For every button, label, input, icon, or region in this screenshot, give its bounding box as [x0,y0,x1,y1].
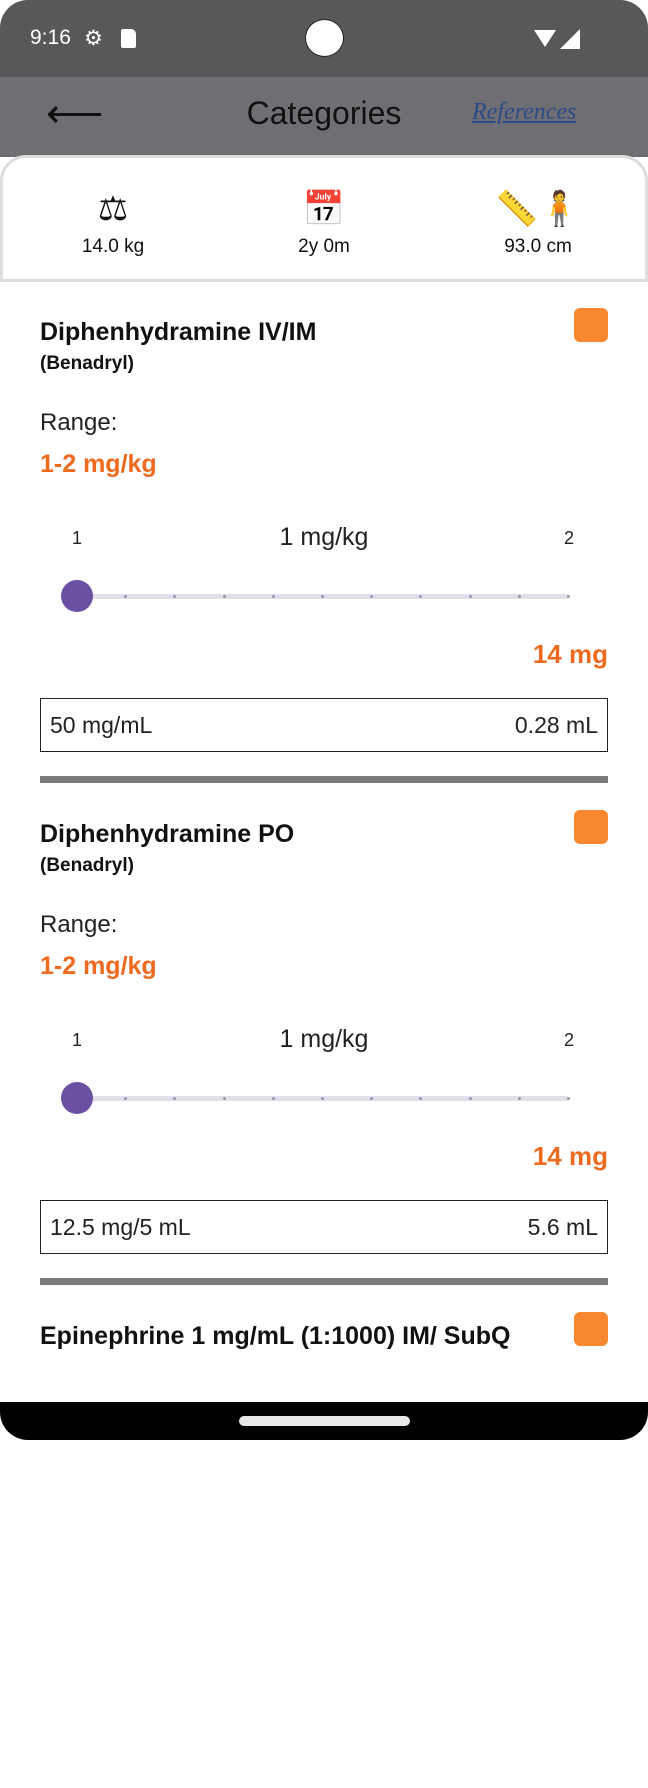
slider-min: 1 [72,528,83,548]
slider-tick [173,1097,177,1100]
camera-cutout [305,19,344,57]
slider-tick [321,1097,324,1100]
patient-info-panel: ⚖ 14.0 kg 📅 2y 0m 📏🧍 93.0 cm [0,155,648,282]
page-title: Categories [246,95,402,131]
slider-tick [517,1097,521,1100]
app-bar: ⟵ Categories References [0,77,648,157]
drug-name: Diphenhydramine IV/IM [40,318,317,346]
drug-card: Diphenhydramine PO (Benadryl) Range: 1-2… [0,784,648,1286]
slider-tick [517,595,521,598]
home-gesture-handle[interactable] [239,1416,410,1426]
slider-tick [222,595,226,598]
age-value: 2y 0m [298,236,350,257]
signal-icon [560,29,580,49]
slider-max: 2 [564,1030,575,1050]
slider-max: 2 [564,528,575,548]
range-value: 1-2 mg/kg [40,450,157,478]
category-badge [574,1312,608,1346]
drug-card: Diphenhydramine IV/IM (Benadryl) Range: … [0,282,648,784]
sd-card-icon [121,29,136,48]
concentration-box[interactable]: 12.5 mg/5 mL 5.6 mL [40,1200,608,1254]
range-value: 1-2 mg/kg [40,952,157,980]
references-link[interactable]: References [472,99,577,125]
slider-tick [173,595,177,598]
drug-brand: (Benadryl) [40,855,134,876]
slider-value: 1 mg/kg [279,1025,369,1053]
drug-card: Epinephrine 1 mg/mL (1:1000) IM/ SubQ [0,1286,648,1788]
slider-tick [567,1097,570,1100]
range-label: Range: [40,911,118,938]
drug-name: Epinephrine 1 mg/mL (1:1000) IM/ SubQ [40,1322,511,1350]
slider-tick [271,595,275,598]
category-badge [574,810,608,844]
slider-tick [567,595,570,598]
slider-tick [468,1097,472,1100]
volume: 5.6 mL [527,1213,598,1240]
age-item[interactable]: 📅 2y 0m [254,186,394,258]
status-bar: 9:16 ⚙ [0,0,648,77]
back-arrow-icon[interactable]: ⟵ [46,92,104,136]
slider-tick [222,1097,226,1100]
calendar-icon: 📅 [302,190,346,228]
navigation-bar [0,1402,648,1440]
slider-tick [124,595,128,598]
slider-value: 1 mg/kg [279,523,369,551]
weight-value: 14.0 kg [81,236,145,257]
calculated-dose: 14 mg [532,639,608,669]
concentration: 12.5 mg/5 mL [50,1213,191,1240]
slider-tick [271,1097,275,1100]
slider-tick [370,595,374,598]
calculated-dose: 14 mg [532,1141,608,1171]
divider [40,776,608,783]
category-badge [574,308,608,342]
slider-tick [419,595,423,598]
dose-slider[interactable] [77,594,570,599]
wifi-icon [534,30,556,47]
divider [40,1278,608,1285]
slider-tick [321,595,324,598]
slider-tick [468,595,472,598]
drug-name: Diphenhydramine PO [40,820,295,848]
height-value: 93.0 cm [504,236,572,257]
height-item[interactable]: 📏🧍 93.0 cm [468,186,608,258]
volume: 0.28 mL [514,711,598,738]
height-icon: 📏🧍 [495,190,581,228]
concentration-box[interactable]: 50 mg/mL 0.28 mL [40,698,608,752]
drug-brand: (Benadryl) [40,353,134,374]
gear-icon: ⚙ [84,27,103,50]
scale-icon: ⚖ [97,190,129,228]
slider-tick [370,1097,374,1100]
range-label: Range: [40,409,118,436]
slider-min: 1 [72,1030,83,1050]
slider-tick [419,1097,423,1100]
dose-slider[interactable] [77,1096,570,1101]
slider-thumb[interactable] [61,1082,93,1114]
slider-thumb[interactable] [61,580,93,612]
slider-tick [124,1097,128,1100]
status-time: 9:16 [30,26,71,49]
concentration: 50 mg/mL [50,711,153,738]
weight-item[interactable]: ⚖ 14.0 kg [43,186,183,258]
